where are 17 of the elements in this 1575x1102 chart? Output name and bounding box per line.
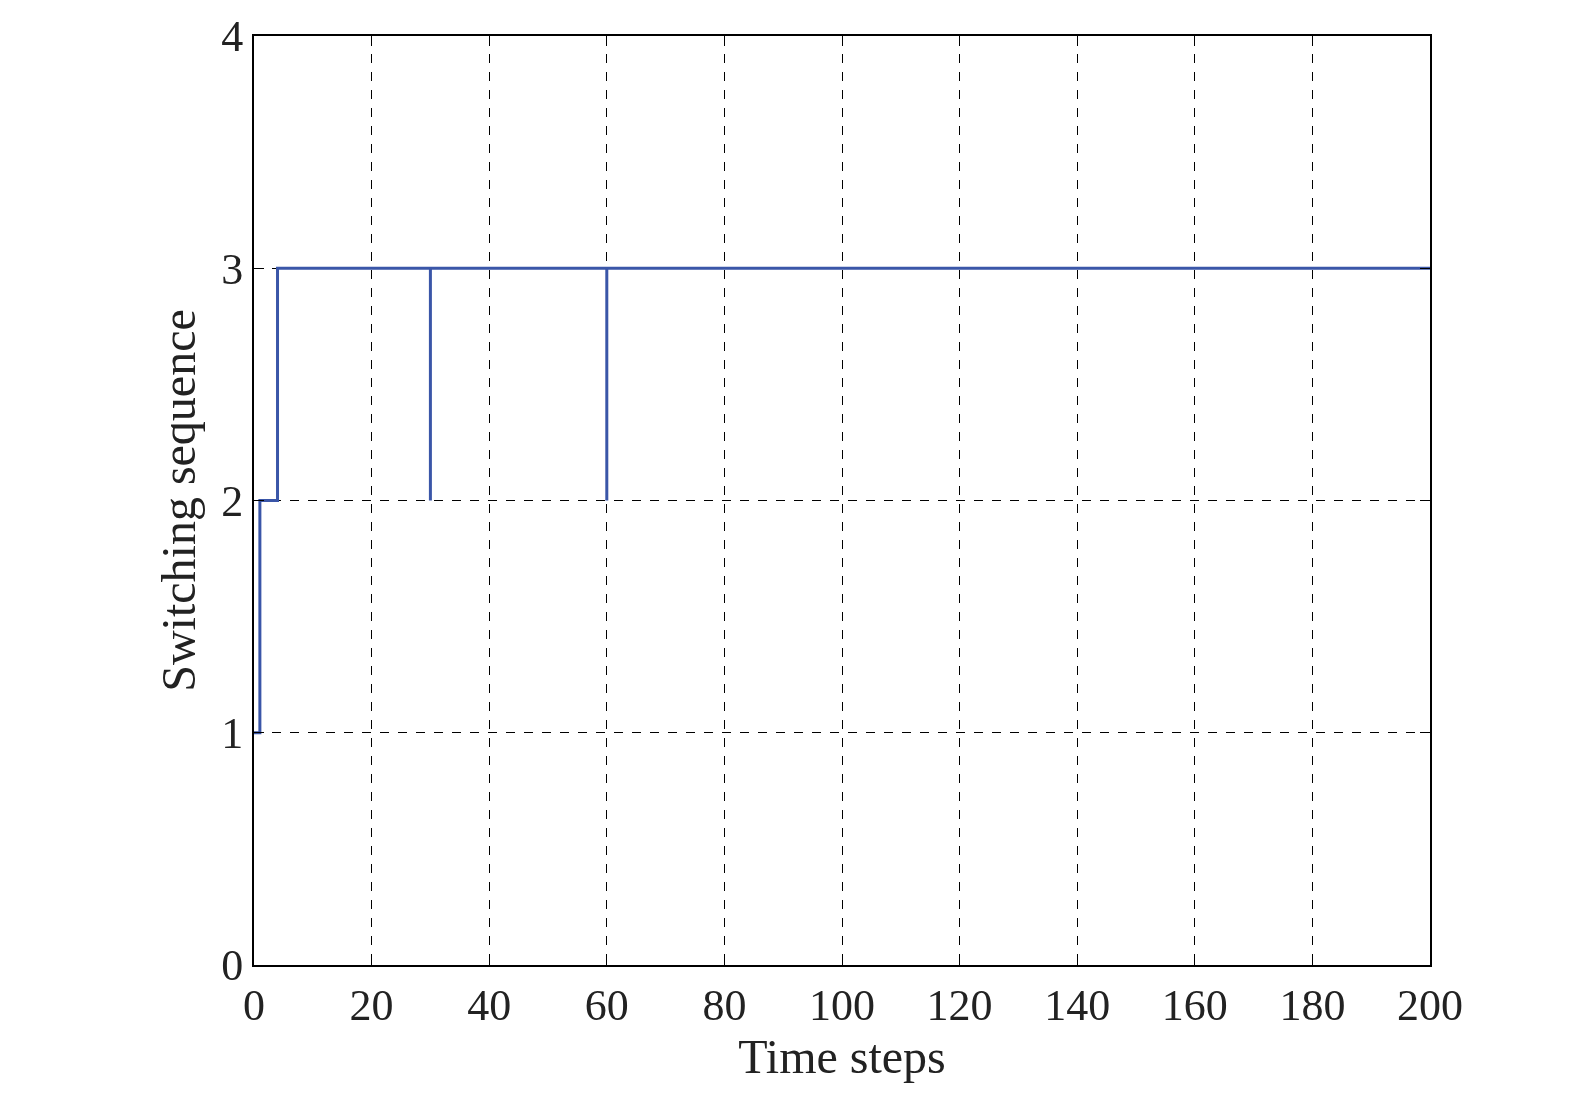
x-tick-label: 180 bbox=[1279, 980, 1346, 1030]
x-tick-label: 140 bbox=[1044, 980, 1111, 1030]
x-tick-label: 80 bbox=[702, 980, 747, 1030]
y-tick-label: 0 bbox=[221, 941, 244, 991]
x-axis-title: Time steps bbox=[738, 1029, 946, 1083]
x-tick-label: 40 bbox=[467, 980, 512, 1030]
y-tick-label: 4 bbox=[221, 12, 244, 62]
x-tick-label: 120 bbox=[926, 980, 993, 1030]
y-axis-title: Switching sequence bbox=[152, 309, 206, 692]
y-tick-label: 3 bbox=[221, 244, 244, 294]
y-tick-label: 2 bbox=[221, 476, 244, 526]
x-tick-label: 160 bbox=[1161, 980, 1228, 1030]
x-tick-label: 20 bbox=[349, 980, 394, 1030]
x-tick-label: 100 bbox=[809, 980, 875, 1030]
x-tick-label: 200 bbox=[1397, 980, 1463, 1030]
y-tick-label: 1 bbox=[221, 709, 244, 759]
x-tick-label: 60 bbox=[584, 980, 629, 1030]
